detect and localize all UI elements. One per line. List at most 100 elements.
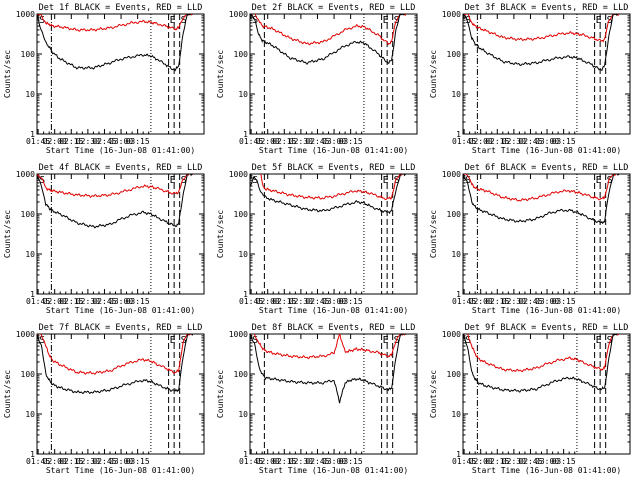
- y-tick-label: 100: [234, 210, 249, 219]
- x-tick-label: 02:30: [289, 137, 313, 146]
- panel-det-4f: Det 4f BLACK = Events, RED = LLD 1 10 100 10…: [3, 163, 205, 315]
- plot-series-group: [463, 14, 620, 72]
- x-tick-label: 02:45: [92, 297, 116, 306]
- x-tick-label: 02:45: [92, 137, 116, 146]
- lld-series-line: [260, 174, 406, 201]
- panel-title: Det 6f BLACK = Events, RED = LLD: [465, 163, 629, 173]
- x-axis-label: Start Time (16-Jun-08 01:41:00): [46, 466, 195, 475]
- y-tick-label: 100: [234, 50, 249, 59]
- y-tick-label: 1: [456, 130, 461, 139]
- marker-label: S: [39, 15, 45, 26]
- x-tick-label: 01:45: [452, 137, 476, 146]
- panel-title: Det 2f BLACK = Events, RED = LLD: [252, 3, 416, 13]
- x-tick-label: 02:00: [469, 457, 493, 466]
- marker-label: S: [465, 335, 471, 346]
- marker-label: E: [170, 335, 176, 346]
- x-tick-label: 03:15: [552, 137, 576, 146]
- x-tick-label: 03:15: [126, 457, 150, 466]
- plot-frame: [462, 13, 631, 135]
- plot-series-group: [250, 14, 407, 65]
- y-tick-label: 10: [25, 410, 35, 419]
- x-axis-label: Start Time (16-Jun-08 01:41:00): [472, 146, 621, 155]
- y-tick-label: 1: [30, 290, 35, 299]
- x-tick-label: 02:15: [272, 297, 296, 306]
- x-tick-label: 03:00: [109, 297, 133, 306]
- panel-det-9f: Det 9f BLACK = Events, RED = LLD 1 10 100 10…: [429, 323, 631, 475]
- x-tick-label: 02:30: [502, 297, 526, 306]
- marker-label: S: [394, 175, 400, 186]
- panel-title: Det 7f BLACK = Events, RED = LLD: [39, 323, 203, 333]
- x-tick-label: 02:15: [59, 137, 83, 146]
- y-tick-label: 10: [451, 90, 461, 99]
- x-tick-label: 02:45: [518, 457, 542, 466]
- x-tick-label: 03:15: [552, 457, 576, 466]
- x-tick-label: 02:15: [272, 137, 296, 146]
- marker-label: S: [39, 335, 45, 346]
- x-tick-label: 03:15: [339, 457, 363, 466]
- x-axis-label: Start Time (16-Jun-08 01:41:00): [472, 306, 621, 315]
- x-tick-label: 02:15: [485, 297, 509, 306]
- marker-label: E: [383, 335, 389, 346]
- x-tick-label: 01:45: [452, 457, 476, 466]
- x-tick-label: 02:45: [305, 137, 329, 146]
- panel-det-8f: Det 8f BLACK = Events, RED = LLD 1 10 100 10…: [216, 323, 418, 475]
- y-tick-label: 1: [456, 450, 461, 459]
- panel-title: Det 1f BLACK = Events, RED = LLD: [39, 3, 203, 13]
- plot-frame: [36, 173, 205, 295]
- lld-series-line: [250, 14, 407, 46]
- x-tick-label: 02:15: [485, 137, 509, 146]
- x-tick-label: 03:00: [322, 457, 346, 466]
- plot-series-group: [250, 174, 407, 215]
- x-tick-label: 01:45: [452, 297, 476, 306]
- plot-frame: [462, 173, 631, 295]
- x-tick-label: 03:00: [109, 457, 133, 466]
- y-tick-label: 10: [451, 410, 461, 419]
- y-tick-label: 10: [25, 250, 35, 259]
- y-axis-label: Counts/sec: [3, 50, 12, 98]
- y-tick-label: 10: [25, 90, 35, 99]
- lld-series-line: [37, 334, 193, 375]
- panel-title: Det 8f BLACK = Events, RED = LLD: [252, 323, 416, 333]
- y-tick-label: 1: [243, 130, 248, 139]
- x-axis-label: Start Time (16-Jun-08 01:41:00): [259, 306, 408, 315]
- panel-title: Det 4f BLACK = Events, RED = LLD: [39, 163, 203, 173]
- plot-frame: [36, 13, 205, 135]
- panel-det-5f: Det 5f BLACK = Events, RED = LLD 1 10 100 10…: [216, 163, 418, 315]
- marker-label: E: [596, 15, 602, 26]
- x-tick-label: 03:15: [339, 297, 363, 306]
- y-tick-label: 1000: [16, 10, 35, 19]
- marker-label: S: [252, 175, 258, 186]
- x-axis-label: Start Time (16-Jun-08 01:41:00): [259, 146, 408, 155]
- events-series-line: [463, 14, 619, 72]
- y-tick-label: 1: [456, 290, 461, 299]
- events-series-line: [250, 14, 406, 65]
- x-tick-label: 02:30: [502, 457, 526, 466]
- x-tick-label: 02:00: [43, 457, 67, 466]
- lld-series-line: [463, 174, 619, 202]
- x-tick-label: 03:00: [535, 457, 559, 466]
- x-tick-label: 02:15: [272, 457, 296, 466]
- x-tick-label: 03:00: [109, 137, 133, 146]
- x-tick-label: 01:45: [239, 457, 263, 466]
- plot-series-group: [37, 14, 194, 72]
- plot-frame: [462, 333, 631, 455]
- y-tick-label: 1: [243, 290, 248, 299]
- x-tick-label: 03:15: [126, 137, 150, 146]
- x-tick-label: 02:30: [76, 297, 100, 306]
- y-tick-label: 1000: [229, 10, 248, 19]
- x-tick-label: 02:00: [469, 297, 493, 306]
- panel-title: Det 9f BLACK = Events, RED = LLD: [465, 323, 629, 333]
- y-axis-label: Counts/sec: [3, 370, 12, 418]
- x-tick-label: 02:15: [59, 457, 83, 466]
- y-axis-label: Counts/sec: [429, 370, 438, 418]
- events-series-line: [463, 334, 619, 393]
- lld-series-line: [250, 334, 406, 360]
- y-tick-label: 10: [238, 90, 248, 99]
- x-tick-label: 01:45: [26, 297, 50, 306]
- marker-label: S: [39, 175, 45, 186]
- x-tick-label: 01:45: [26, 137, 50, 146]
- marker-label: E: [596, 335, 602, 346]
- y-tick-label: 1000: [442, 170, 461, 179]
- marker-label: E: [170, 15, 176, 26]
